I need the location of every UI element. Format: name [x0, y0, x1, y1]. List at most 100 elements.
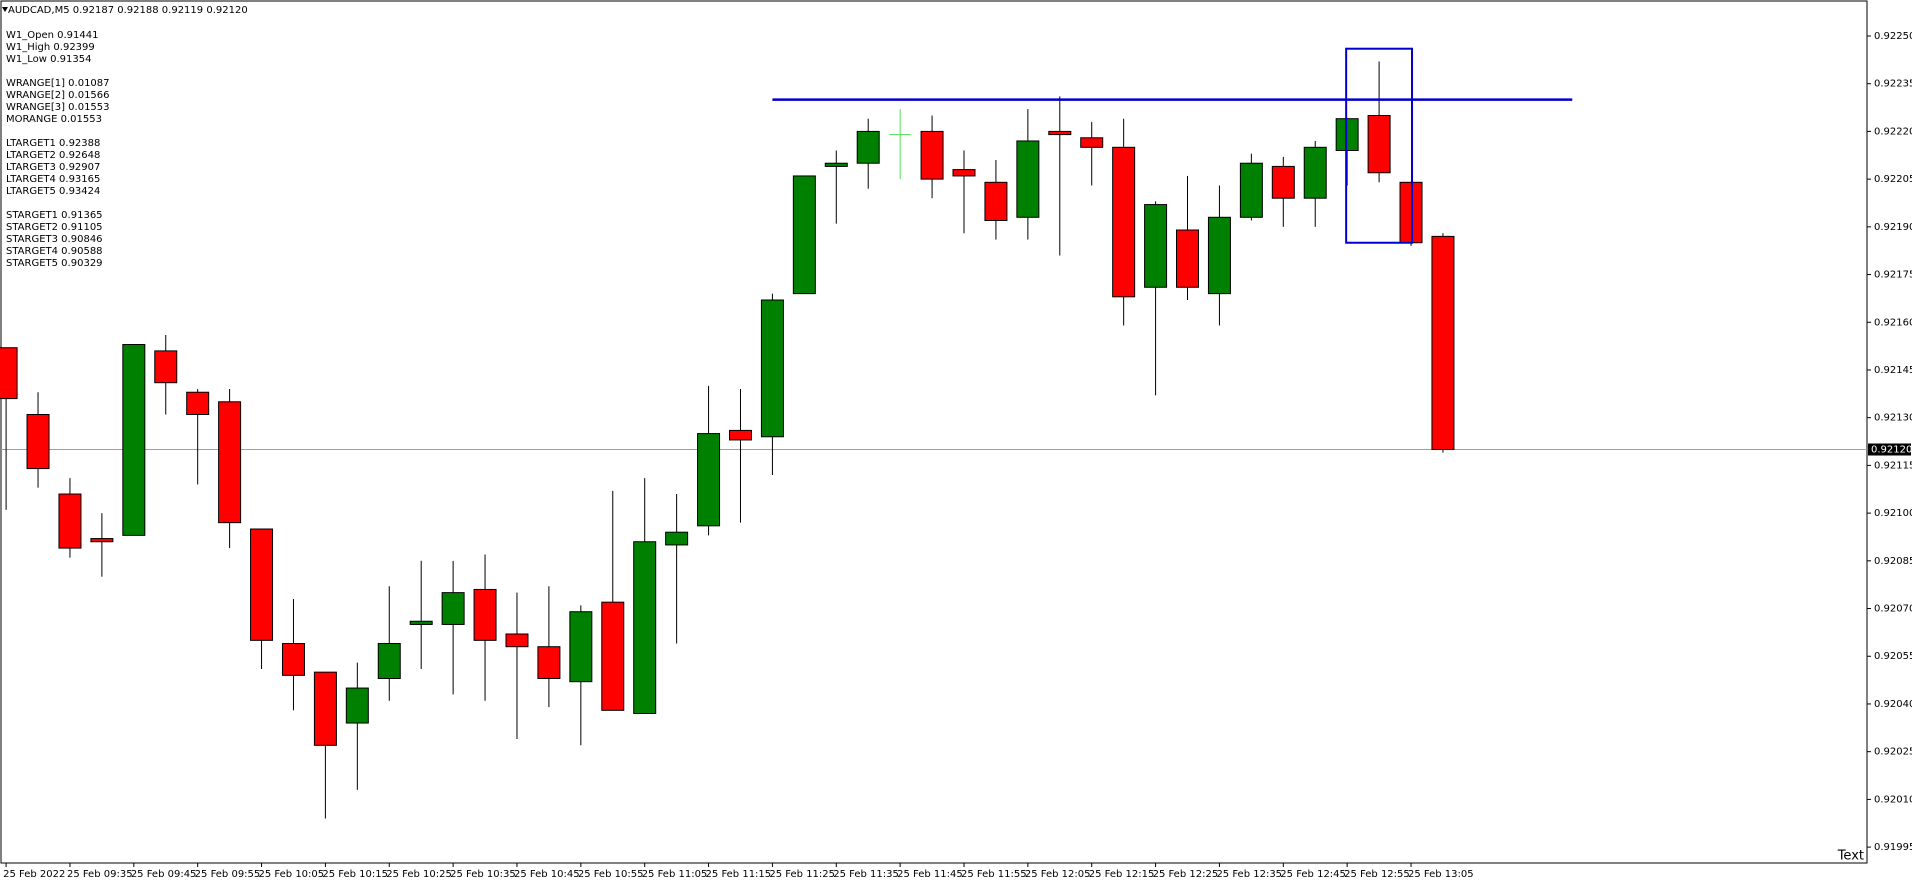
y-tick-label: 0.92205 [1874, 174, 1912, 185]
x-tick-label: 25 Feb 09:55 [195, 869, 261, 880]
corner-text: Text [1837, 849, 1864, 864]
plot-frame [0, 0, 1868, 864]
y-tick-label: 0.92220 [1874, 126, 1912, 137]
candle-body [1431, 235, 1455, 450]
candle-body [1367, 115, 1391, 174]
candle-body [1112, 146, 1136, 298]
y-tick-label: 0.92010 [1874, 794, 1912, 805]
candle-body [1016, 140, 1040, 218]
candle-body [537, 646, 561, 680]
info-line: STARGET4 0.90588 [6, 246, 103, 257]
candle-body [154, 350, 178, 384]
candle-body [601, 601, 625, 711]
candle-body [1048, 130, 1072, 136]
chart-header: AUDCAD,M5 0.92187 0.92188 0.92119 0.9212… [8, 5, 248, 16]
x-tick-label: 25 Feb 10:05 [259, 869, 325, 880]
x-tick-label: 25 Feb 11:45 [897, 869, 963, 880]
candle-body [1399, 181, 1423, 244]
candle-body [1207, 216, 1231, 295]
info-line: MORANGE 0.01553 [6, 114, 102, 125]
x-tick-label: 25 Feb 09:35 [67, 869, 133, 880]
y-tick-label: 0.92190 [1874, 222, 1912, 233]
info-line: WRANGE[2] 0.01566 [6, 90, 110, 101]
x-tick-label: 25 Feb 12:25 [1153, 869, 1219, 880]
candle-body [90, 538, 114, 543]
candle-body [1176, 229, 1200, 288]
x-tick-label: 25 Feb 10:35 [450, 869, 516, 880]
y-tick-label: 0.92145 [1874, 365, 1912, 376]
x-tick-label: 25 Feb 10:15 [322, 869, 388, 880]
info-line: WRANGE[1] 0.01087 [6, 78, 110, 89]
candle-body [1144, 204, 1168, 288]
candle-body [409, 620, 433, 625]
x-tick-label: 25 Feb 10:45 [514, 869, 580, 880]
info-line: STARGET3 0.90846 [6, 234, 103, 245]
candle-body [281, 643, 305, 676]
y-tick-label: 0.92115 [1874, 460, 1912, 471]
x-tick-label: 25 Feb 11:55 [961, 869, 1027, 880]
candle-body [824, 162, 848, 167]
y-tick-label: 0.92160 [1874, 317, 1912, 328]
candle-body [377, 643, 401, 680]
info-line: LTARGET4 0.93165 [6, 174, 100, 185]
candle-body [760, 299, 784, 438]
x-tick-label: 25 Feb 11:35 [833, 869, 899, 880]
candle-body [952, 169, 976, 177]
x-tick-label: 25 Feb 10:55 [578, 869, 644, 880]
candle-body [856, 130, 880, 164]
y-tick-label: 0.92130 [1874, 413, 1912, 424]
candle-body [345, 687, 369, 724]
info-line: LTARGET3 0.92907 [6, 162, 100, 173]
candle-body [665, 531, 689, 546]
candle-body [569, 611, 593, 683]
y-tick-label: 0.92250 [1874, 31, 1912, 42]
x-tick-label: 25 Feb 11:15 [706, 869, 772, 880]
info-line: WRANGE[3] 0.01553 [6, 102, 110, 113]
x-tick-label: 25 Feb 09:45 [131, 869, 197, 880]
candle-body [1271, 165, 1295, 199]
candle-body [1303, 146, 1327, 199]
y-tick-label: 0.92025 [1874, 747, 1912, 758]
info-line: STARGET2 0.91105 [6, 222, 103, 233]
x-tick-label: 25 Feb 13:05 [1408, 869, 1474, 880]
x-tick-label: 25 Feb 11:25 [769, 869, 835, 880]
candle-body [633, 541, 657, 715]
info-line: W1_Low 0.91354 [6, 54, 91, 65]
candle-body [728, 429, 752, 441]
info-line: LTARGET5 0.93424 [6, 186, 100, 197]
x-tick-label: 25 Feb 10:25 [386, 869, 452, 880]
candle-body [920, 130, 944, 180]
candle-body [697, 433, 721, 527]
bid-label: 0.92120 [1871, 444, 1912, 455]
candle-body [186, 391, 210, 416]
candle-body [122, 344, 146, 536]
x-tick-label: 25 Feb 12:55 [1344, 869, 1410, 880]
candle-body [792, 175, 816, 295]
y-tick-label: 0.92100 [1874, 508, 1912, 519]
candle-body [0, 347, 18, 400]
candle-body [250, 528, 274, 641]
candle-body [313, 671, 337, 746]
y-tick-label: 0.92085 [1874, 556, 1912, 567]
info-line: STARGET1 0.91365 [6, 210, 103, 221]
x-tick-label: 25 Feb 12:45 [1280, 869, 1346, 880]
candle-body [218, 401, 242, 524]
bid-label-box [1868, 443, 1911, 456]
y-tick-label: 0.92235 [1874, 79, 1912, 90]
x-tick-label: 25 Feb 12:35 [1216, 869, 1282, 880]
y-tick-label: 0.92175 [1874, 270, 1912, 281]
candle-body [26, 414, 50, 470]
x-tick-label: 25 Feb 2022 [3, 869, 65, 880]
info-line: LTARGET1 0.92388 [6, 138, 100, 149]
info-line: W1_High 0.92399 [6, 42, 95, 53]
header-arrow [2, 7, 8, 12]
box-object [1345, 47, 1414, 244]
candle-body [441, 592, 465, 625]
y-tick-label: 0.92055 [1874, 651, 1912, 662]
info-line: W1_Open 0.91441 [6, 30, 99, 41]
x-tick-label: 25 Feb 12:15 [1089, 869, 1155, 880]
candle-body [473, 588, 497, 641]
info-line: STARGET5 0.90329 [6, 258, 103, 269]
y-tick-label: 0.92040 [1874, 699, 1912, 710]
